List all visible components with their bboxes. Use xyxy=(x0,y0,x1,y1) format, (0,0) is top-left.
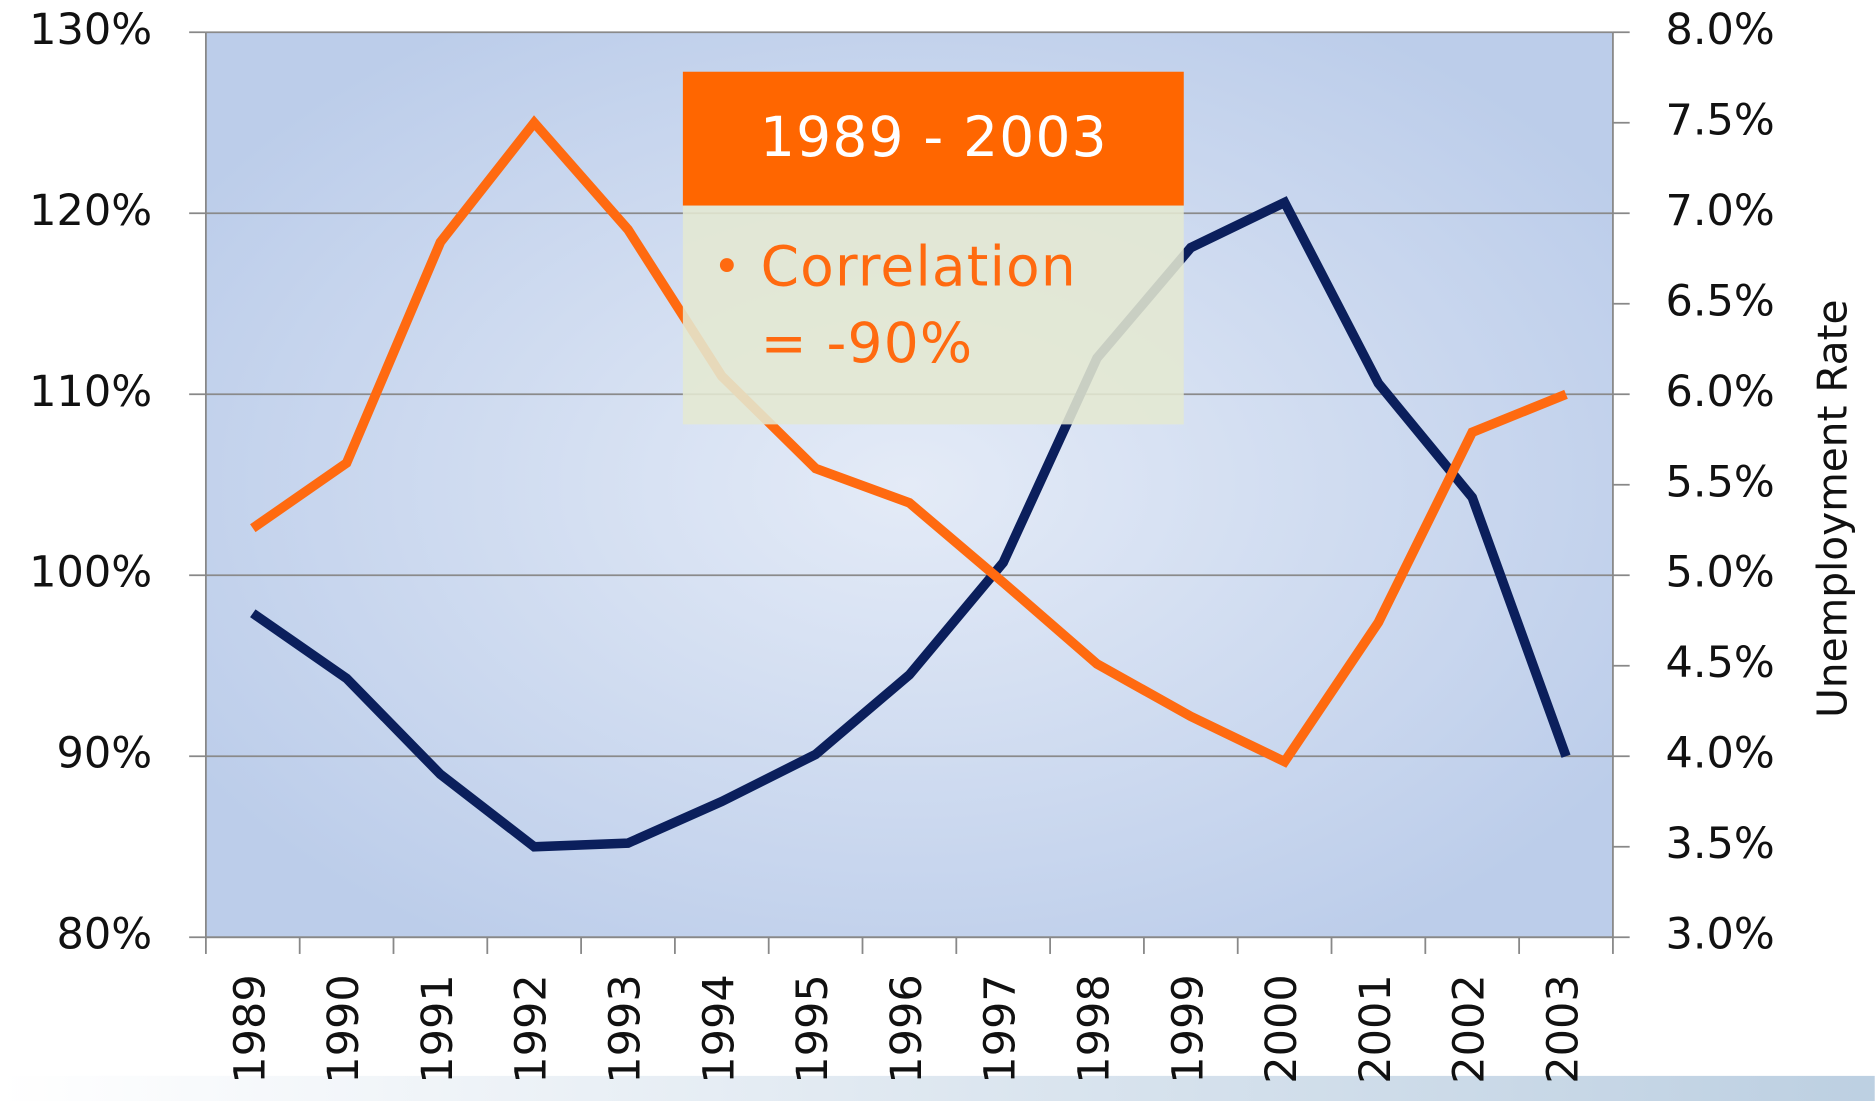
y2-tick-label: 7.0% xyxy=(1666,186,1775,236)
x-tick-label: 1990 xyxy=(319,974,369,1083)
x-tick-label: 2002 xyxy=(1445,974,1495,1083)
annotation-body xyxy=(682,205,1184,425)
x-tick-label: 1999 xyxy=(1163,974,1213,1083)
y2-tick-label: 8.0% xyxy=(1666,5,1775,55)
y2-tick-label: 3.0% xyxy=(1666,910,1775,960)
x-tick-label: 1997 xyxy=(976,974,1026,1083)
x-tick-label: 1996 xyxy=(882,974,932,1083)
y-tick-label: 110% xyxy=(29,367,152,417)
y2-tick-label: 7.5% xyxy=(1666,95,1775,145)
x-tick-label: 1995 xyxy=(788,974,838,1083)
annotation-header xyxy=(682,71,1184,206)
x-tick-label: 1991 xyxy=(413,974,463,1083)
y-tick-label: 100% xyxy=(29,548,152,598)
footer-band xyxy=(0,1075,1875,1101)
y2-tick-label: 5.5% xyxy=(1666,457,1775,507)
y-tick-label: 90% xyxy=(56,729,152,779)
line-series xyxy=(250,115,1568,768)
y2-tick-label: 6.0% xyxy=(1666,367,1775,417)
y-tick-label: 80% xyxy=(56,910,152,960)
annotation-bullet: • xyxy=(713,240,741,295)
y-tick-label: 130% xyxy=(29,5,152,55)
y-tick-label: 120% xyxy=(29,186,152,236)
x-tick-label: 2001 xyxy=(1351,974,1401,1083)
annotation-text: Correlation xyxy=(761,234,1077,298)
line-series xyxy=(250,196,1571,852)
annotation-text: = -90% xyxy=(761,311,974,375)
x-tick-label: 1998 xyxy=(1070,974,1120,1083)
x-tick-label: 1994 xyxy=(694,974,744,1083)
annotation-title: 1989 - 2003 xyxy=(760,105,1108,169)
x-tick-label: 1989 xyxy=(225,974,275,1083)
y2-axis-title: Unemployment Rate xyxy=(1808,299,1856,717)
y2-tick-label: 5.0% xyxy=(1666,548,1775,598)
y2-tick-label: 4.0% xyxy=(1666,729,1775,779)
x-tick-label: 2000 xyxy=(1257,974,1307,1083)
x-tick-label: 1993 xyxy=(601,974,651,1083)
x-tick-label: 2003 xyxy=(1539,974,1589,1083)
x-tick-label: 1992 xyxy=(507,974,557,1083)
y2-tick-label: 6.5% xyxy=(1666,276,1775,326)
y2-tick-label: 4.5% xyxy=(1666,638,1775,688)
y2-tick-label: 3.5% xyxy=(1666,819,1775,869)
